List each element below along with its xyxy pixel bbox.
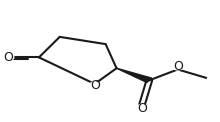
Text: O: O (137, 102, 147, 115)
Polygon shape (117, 68, 152, 82)
Circle shape (136, 105, 148, 111)
Text: O: O (90, 79, 100, 92)
Circle shape (2, 54, 14, 61)
Text: O: O (173, 60, 183, 73)
Circle shape (89, 82, 101, 89)
Circle shape (172, 63, 184, 70)
Text: O: O (3, 51, 13, 64)
